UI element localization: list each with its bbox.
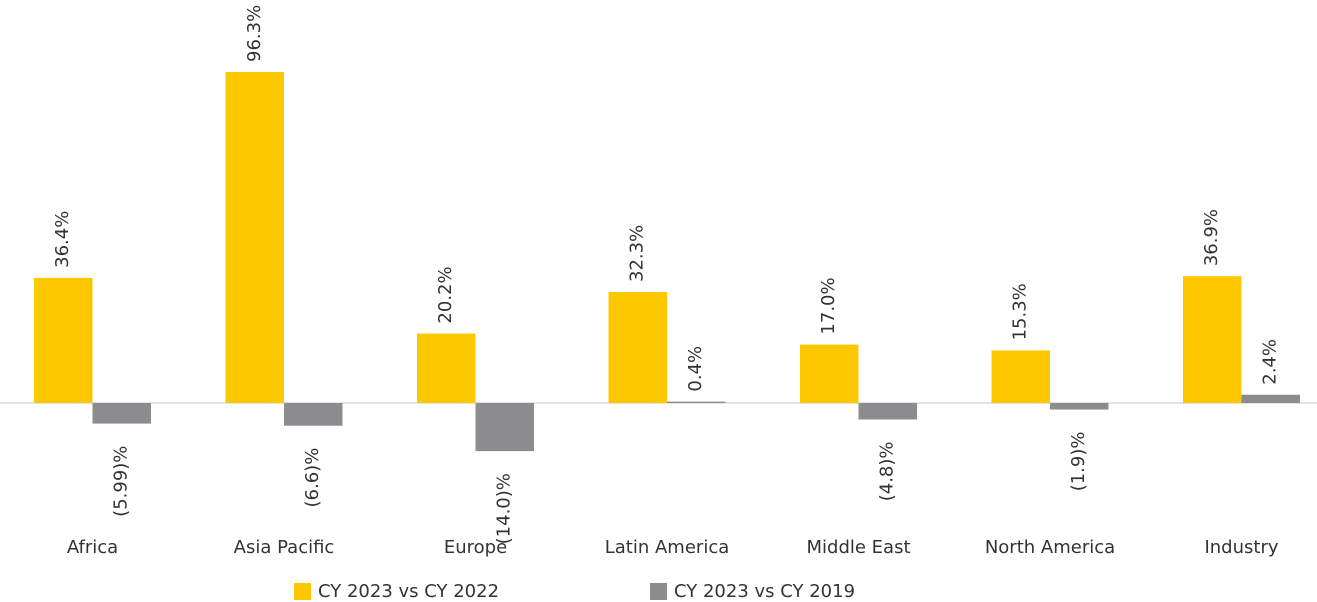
x-tick-label: Latin America	[605, 537, 730, 558]
data-label: 17.0%	[818, 277, 839, 334]
data-label: 36.9%	[1201, 209, 1222, 266]
bar	[800, 344, 859, 403]
x-tick-label: North America	[985, 537, 1115, 558]
bar	[417, 333, 476, 403]
bar	[225, 72, 284, 403]
legend-swatch	[294, 583, 311, 600]
legend-label: CY 2023 vs CY 2019	[674, 581, 855, 602]
data-label: 36.4%	[52, 211, 73, 268]
data-label: (14.0)%	[494, 473, 515, 544]
bar	[667, 401, 726, 403]
x-tick-label: Middle East	[806, 537, 910, 558]
data-label: (6.6)%	[302, 448, 323, 508]
x-tick-label: Asia Pacific	[234, 537, 335, 558]
data-label: 32.3%	[627, 225, 648, 282]
data-label: 2.4%	[1260, 339, 1281, 385]
data-label: 0.4%	[685, 346, 706, 392]
x-tick-label: Europe	[444, 537, 507, 558]
data-label: 96.3%	[244, 5, 265, 62]
bar	[608, 291, 667, 403]
bar	[475, 403, 534, 452]
data-label: 15.3%	[1010, 283, 1031, 340]
bar	[92, 403, 151, 424]
data-label: (1.9)%	[1068, 432, 1089, 492]
bar	[284, 403, 343, 426]
bar	[1183, 276, 1242, 403]
bar	[1241, 394, 1300, 403]
legend-swatch	[650, 583, 667, 600]
x-tick-label: Africa	[67, 537, 118, 558]
x-tick-label: Industry	[1204, 537, 1278, 558]
bar	[34, 277, 93, 403]
data-label: (4.8)%	[877, 441, 898, 501]
bar	[991, 350, 1050, 403]
bar	[1050, 403, 1109, 410]
data-label: (5.99)%	[111, 446, 132, 517]
bar	[858, 403, 917, 420]
legend-label: CY 2023 vs CY 2022	[318, 581, 499, 602]
data-label: 20.2%	[435, 266, 456, 323]
